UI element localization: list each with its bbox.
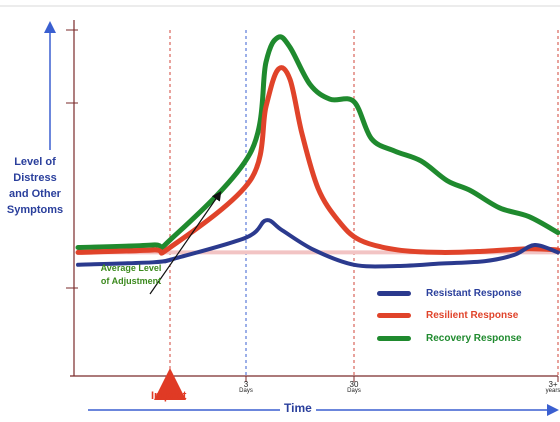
legend-swatch — [377, 312, 411, 318]
x-tick-value: 30 — [349, 380, 359, 389]
x-tick-unit: Days — [347, 388, 361, 394]
series-line-recovery-response — [75, 34, 560, 251]
legend-swatch — [377, 290, 411, 296]
legend-label: Resistant Response — [426, 287, 522, 299]
average-level-annotation: Average Level of Adjustment — [100, 263, 162, 286]
x-tick-unit: Days — [239, 388, 253, 394]
annotation-arrow — [149, 191, 222, 295]
x-axis-label: Time — [284, 401, 312, 415]
legend-label: Resilient Response — [426, 309, 519, 321]
x-tick-value: 3+ — [548, 380, 558, 389]
x-tick-label: 30 Days — [339, 381, 369, 395]
x-tick-label: 3+ years — [538, 381, 560, 395]
series-line-resistant-response — [76, 218, 560, 269]
series-line-resilient-response — [75, 65, 560, 256]
legend-swatch — [377, 335, 411, 341]
impact-label: Impact — [151, 390, 187, 402]
series-group — [75, 34, 560, 269]
x-tick-value: 3 — [243, 380, 249, 389]
legend-item: Resistant Response — [377, 286, 522, 300]
arrows — [44, 21, 559, 416]
legend-item: Recovery Response — [377, 331, 522, 345]
x-tick-unit: years — [545, 388, 560, 394]
x-tick-label: 3 Days — [231, 381, 261, 395]
y-axis-label: Level of Distress and Other Symptoms — [6, 156, 64, 216]
event-markers — [169, 30, 559, 376]
legend-label: Recovery Response — [426, 332, 522, 344]
legend-item: Resilient Response — [377, 308, 518, 322]
